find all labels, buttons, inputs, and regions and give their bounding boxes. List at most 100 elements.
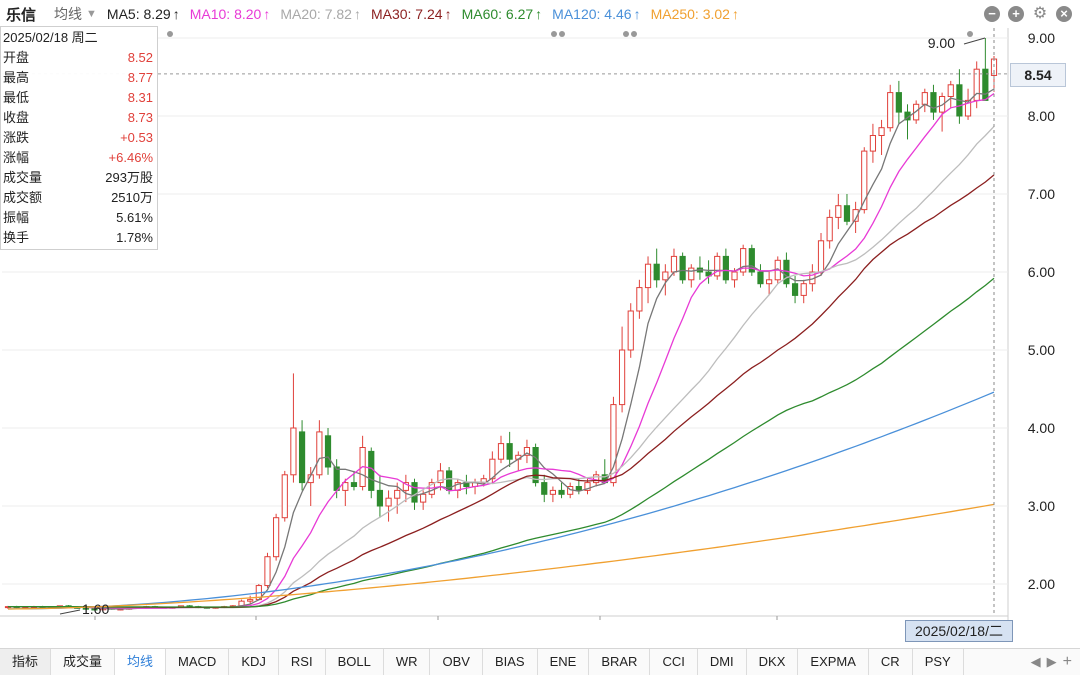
plus-icon[interactable]: +: [1008, 6, 1024, 22]
tab-macd[interactable]: MACD: [166, 649, 230, 675]
candle[interactable]: [679, 252, 686, 284]
ma-legend-label: MA60: 6.27: [461, 6, 534, 22]
candle[interactable]: [766, 272, 773, 296]
candle[interactable]: [359, 435, 366, 491]
candle[interactable]: [783, 252, 790, 288]
tab-cci[interactable]: CCI: [650, 649, 698, 675]
scroll-right-icon[interactable]: ▶: [1046, 654, 1057, 669]
candle[interactable]: [930, 84, 937, 120]
candle[interactable]: [714, 252, 721, 280]
candle[interactable]: [956, 69, 963, 124]
scroll-left-icon[interactable]: ◀: [1030, 654, 1041, 669]
candle[interactable]: [705, 260, 712, 284]
ma-legend-label: MA5: 8.29: [106, 6, 171, 22]
candle[interactable]: [281, 470, 288, 522]
minus-icon[interactable]: −: [984, 6, 1000, 22]
candle[interactable]: [878, 119, 885, 155]
tab-cr[interactable]: CR: [869, 649, 913, 675]
tab-expma[interactable]: EXPMA: [798, 649, 869, 675]
candle[interactable]: [515, 451, 522, 471]
event-marker-icon[interactable]: [631, 31, 637, 37]
candle[interactable]: [939, 92, 946, 132]
candle[interactable]: [549, 486, 556, 503]
tab-wr[interactable]: WR: [384, 649, 431, 675]
candle[interactable]: [921, 88, 928, 113]
candle[interactable]: [385, 490, 392, 522]
info-row: 最低 8.31: [3, 88, 153, 108]
candle[interactable]: [800, 279, 807, 304]
tab-psy[interactable]: PSY: [913, 649, 964, 675]
candle[interactable]: [532, 443, 539, 487]
event-marker-icon[interactable]: [167, 31, 173, 37]
candle[interactable]: [463, 474, 470, 495]
candle[interactable]: [324, 428, 332, 475]
tab-bias[interactable]: BIAS: [483, 649, 538, 675]
candle[interactable]: [394, 482, 401, 514]
tab-指标[interactable]: 指标: [0, 649, 52, 675]
tab-dkx[interactable]: DKX: [747, 649, 799, 675]
candle[interactable]: [627, 303, 634, 358]
candle[interactable]: [610, 396, 617, 487]
candle[interactable]: [506, 431, 513, 467]
tab-均线[interactable]: 均线: [115, 649, 167, 675]
ma-legend-arrow: ↑: [444, 6, 452, 22]
close-icon[interactable]: ×: [1056, 6, 1072, 22]
candle[interactable]: [748, 244, 755, 276]
candle[interactable]: [869, 123, 877, 163]
candle[interactable]: [454, 478, 461, 499]
candle[interactable]: [618, 326, 626, 413]
candle[interactable]: [264, 552, 271, 588]
tab-boll[interactable]: BOLL: [326, 649, 384, 675]
candle[interactable]: [298, 420, 306, 491]
candle[interactable]: [852, 201, 859, 233]
candle[interactable]: [817, 233, 825, 276]
candle[interactable]: [273, 513, 280, 561]
candle[interactable]: [644, 256, 652, 304]
candle[interactable]: [964, 88, 972, 120]
candle[interactable]: [722, 248, 729, 284]
candle[interactable]: [688, 264, 695, 288]
candle[interactable]: [402, 474, 409, 503]
tab-rsi[interactable]: RSI: [279, 649, 326, 675]
candle[interactable]: [947, 80, 954, 109]
tab-成交量[interactable]: 成交量: [51, 649, 116, 675]
candle[interactable]: [316, 420, 323, 479]
candle[interactable]: [558, 482, 565, 499]
candle[interactable]: [904, 104, 911, 140]
candle[interactable]: [290, 373, 297, 483]
event-marker-icon[interactable]: [559, 31, 565, 37]
candle[interactable]: [662, 264, 669, 296]
candle[interactable]: [843, 194, 851, 226]
event-marker-icon[interactable]: [967, 31, 973, 37]
info-date: 2025/02/18 周二: [3, 30, 98, 45]
candle[interactable]: [835, 194, 842, 230]
tab-dmi[interactable]: DMI: [698, 649, 747, 675]
tab-ene[interactable]: ENE: [538, 649, 590, 675]
candle[interactable]: [653, 248, 660, 288]
candle[interactable]: [636, 279, 643, 319]
candlestick-chart[interactable]: 9.008.007.006.005.004.003.002.0009101112…: [0, 28, 1080, 620]
candle[interactable]: [887, 84, 894, 132]
candle[interactable]: [696, 256, 704, 280]
candle[interactable]: [342, 478, 349, 506]
event-marker-icon[interactable]: [551, 31, 557, 37]
candle[interactable]: [757, 264, 764, 288]
gear-icon[interactable]: ⚙: [1032, 5, 1048, 22]
tab-obv[interactable]: OBV: [430, 649, 483, 675]
tab-kdj[interactable]: KDJ: [229, 649, 279, 675]
ma60-line: [8, 277, 995, 608]
indicator-select[interactable]: 均线 ▼: [54, 4, 97, 24]
candle[interactable]: [247, 595, 254, 604]
candle[interactable]: [982, 38, 989, 101]
candle[interactable]: [895, 80, 902, 124]
event-marker-icon[interactable]: [623, 31, 629, 37]
candle[interactable]: [593, 470, 600, 487]
candle[interactable]: [740, 244, 747, 276]
add-indicator-icon[interactable]: +: [1062, 653, 1072, 670]
candle[interactable]: [376, 474, 384, 518]
candle[interactable]: [497, 435, 505, 464]
tab-brar[interactable]: BRAR: [589, 649, 651, 675]
candle[interactable]: [368, 447, 375, 499]
candle[interactable]: [523, 439, 531, 464]
candle[interactable]: [826, 209, 833, 249]
